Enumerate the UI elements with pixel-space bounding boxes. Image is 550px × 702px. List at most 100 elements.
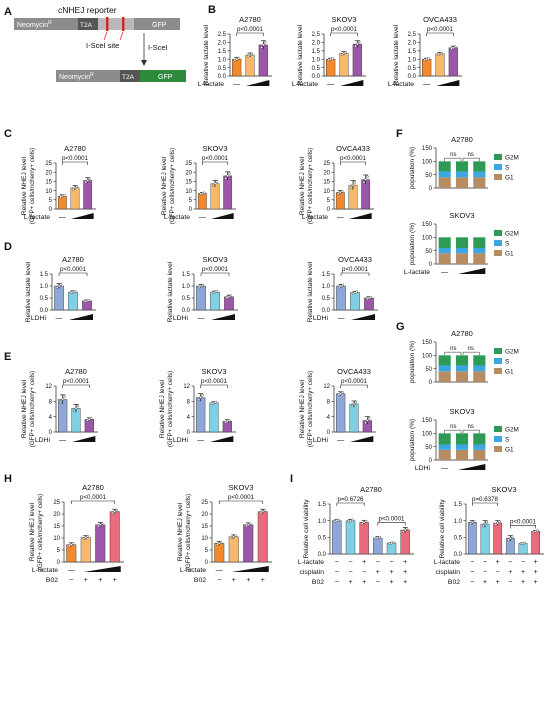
data-point bbox=[246, 523, 250, 527]
treatment-sign: − bbox=[348, 569, 352, 576]
stacked-segment-s bbox=[438, 248, 451, 254]
stacked-segment-s bbox=[455, 171, 469, 178]
bar bbox=[335, 192, 345, 210]
bar bbox=[210, 291, 220, 311]
treatment-sign: + bbox=[483, 579, 487, 586]
p-value-label: p<0.0001 bbox=[60, 266, 87, 273]
stacked-segment-s bbox=[438, 171, 451, 178]
treatment-dash: — bbox=[441, 465, 448, 472]
p-value-label: p<0.0001 bbox=[228, 494, 255, 501]
panel-letter-f: F bbox=[396, 128, 403, 140]
treatment-label: L-lactate bbox=[404, 269, 430, 276]
dose-wedge-icon bbox=[246, 80, 270, 86]
y-tick-label: 15 bbox=[185, 180, 192, 186]
data-point bbox=[364, 519, 368, 523]
y-axis-label: Relative cell viability bbox=[439, 499, 446, 559]
data-point bbox=[331, 57, 334, 60]
y-axis-label-secondary: (GFP+ cells/mcherry+ cells) bbox=[185, 494, 192, 570]
data-point bbox=[471, 521, 474, 524]
data-point bbox=[350, 404, 354, 408]
data-point bbox=[97, 524, 100, 528]
treatment-dash: — bbox=[56, 315, 63, 322]
stacked-segment-g2m bbox=[455, 237, 469, 248]
stacked-segment-g2m bbox=[455, 161, 469, 172]
y-tick-label: 1.5 bbox=[40, 272, 49, 278]
data-point bbox=[366, 419, 369, 422]
data-point bbox=[74, 406, 78, 410]
bar bbox=[400, 529, 410, 555]
dose-wedge-icon bbox=[340, 80, 364, 86]
p-value-label: p<0.0001 bbox=[201, 378, 228, 385]
data-point bbox=[356, 42, 359, 46]
y-axis-label-secondary: (GFP+ cells/mcherry+ cells) bbox=[29, 371, 36, 447]
treatment-label: LDHi bbox=[35, 437, 51, 444]
data-point bbox=[245, 524, 248, 528]
treatment-label: LDHi bbox=[313, 315, 329, 322]
data-point bbox=[469, 522, 472, 525]
treatment-dash: — bbox=[327, 81, 334, 88]
data-point bbox=[237, 56, 240, 60]
treatment-label: L-lactate bbox=[302, 214, 328, 221]
data-point bbox=[536, 529, 539, 533]
y-axis-label: population (%) bbox=[409, 223, 416, 266]
chart-title: A2780 bbox=[239, 15, 261, 24]
data-point bbox=[75, 185, 79, 188]
y-axis-label: Relative lactate level bbox=[203, 24, 210, 85]
data-point bbox=[440, 51, 444, 55]
significance-bracket bbox=[377, 522, 406, 526]
bar bbox=[336, 393, 346, 433]
y-tick-label: 1.5 bbox=[218, 49, 227, 55]
y-tick-label: 150 bbox=[422, 418, 433, 424]
chart-C3: OVCA433 0 5 10 15 20 25 Relative NHEJ level (GFP… bbox=[299, 144, 374, 224]
bar bbox=[58, 399, 68, 433]
y-tick-label: 25 bbox=[185, 161, 192, 167]
bar bbox=[228, 536, 239, 563]
bar bbox=[467, 522, 477, 555]
y-tick-label: 1.0 bbox=[218, 57, 227, 63]
y-axis-label: Relative NHEJ level bbox=[29, 502, 36, 561]
bar bbox=[196, 285, 206, 311]
y-tick-label: 0.5 bbox=[318, 536, 327, 542]
stacked-segment-g1 bbox=[473, 371, 486, 382]
p-value-label: p<0.0001 bbox=[62, 155, 89, 162]
chart-title: SKOV3 bbox=[202, 144, 227, 153]
p-value-label: p<0.0001 bbox=[379, 515, 406, 522]
stacked-segment-s bbox=[473, 171, 486, 178]
y-axis-label: Relative NHEJ level bbox=[177, 502, 184, 561]
y-tick-label: 100 bbox=[422, 236, 433, 242]
y-tick-label: 5 bbox=[189, 198, 193, 204]
y-tick-label: 15 bbox=[323, 180, 330, 186]
legend-label: S bbox=[505, 165, 509, 172]
reporter-gfp-segment bbox=[134, 18, 180, 30]
y-tick-label: 0 bbox=[205, 560, 209, 566]
bar bbox=[196, 397, 206, 433]
stacked-segment-g1 bbox=[438, 449, 451, 460]
treatment-sign: − bbox=[376, 579, 380, 586]
data-point bbox=[76, 404, 80, 408]
legend-swatch-s bbox=[494, 358, 502, 364]
y-tick-label: 10 bbox=[323, 189, 330, 195]
bar bbox=[80, 537, 91, 563]
data-point bbox=[498, 520, 501, 523]
data-point bbox=[201, 283, 205, 287]
significance-bracket bbox=[510, 525, 536, 529]
stacked-segment-s bbox=[455, 444, 469, 450]
p-value-label: p<0.0001 bbox=[427, 26, 454, 33]
dose-wedge-icon bbox=[349, 213, 372, 219]
y-tick-label: 15 bbox=[201, 524, 208, 530]
data-point bbox=[215, 290, 219, 293]
y-axis-label-secondary: (GFP+ cells/mcherry+ cells) bbox=[169, 148, 176, 224]
treatment-sign: + bbox=[521, 569, 525, 576]
data-point bbox=[341, 391, 344, 394]
data-point bbox=[339, 392, 342, 395]
chart-title: A2780 bbox=[82, 483, 104, 492]
significance-bracket bbox=[218, 500, 264, 504]
bar bbox=[70, 187, 80, 210]
data-point bbox=[355, 290, 359, 294]
y-tick-label: 0.5 bbox=[218, 66, 227, 72]
data-point bbox=[262, 43, 265, 47]
y-tick-label: 8 bbox=[327, 400, 331, 406]
stacked-segment-g2m bbox=[438, 161, 451, 172]
reporter-spacer-segment bbox=[98, 18, 134, 30]
treatment-sign: + bbox=[98, 577, 102, 584]
